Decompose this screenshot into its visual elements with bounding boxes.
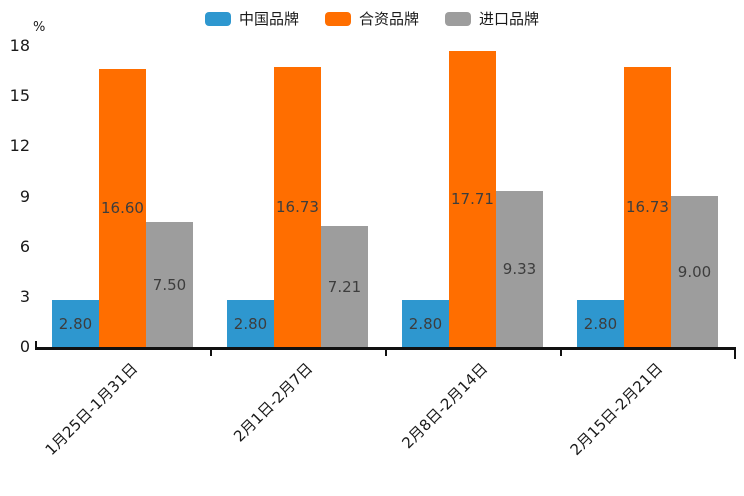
bar-series0-group0: 2.80: [52, 300, 99, 347]
y-tick-label: 12: [9, 136, 30, 156]
x-tick-start: [35, 341, 37, 347]
legend-swatch-icon: [324, 12, 351, 26]
x-category-label: 2月15日-2月21日: [566, 359, 667, 459]
bar-value-label: 16.73: [276, 198, 319, 216]
x-tick-boundary: [385, 350, 387, 356]
y-tick-label: 15: [9, 86, 30, 106]
legend-label: 中国品牌: [238, 10, 299, 28]
y-axis-unit-label: %: [33, 20, 46, 35]
legend-item-2: 进口品牌: [445, 10, 539, 28]
chart-legend: 中国品牌 合资品牌 进口品牌: [0, 10, 744, 28]
bar-value-label: 7.50: [152, 275, 187, 294]
x-category-label: 1月25日-1月31日: [41, 359, 142, 459]
bar-series1-group0: 16.60: [99, 69, 146, 347]
x-tick-boundary: [560, 350, 562, 356]
x-tick-boundary: [210, 350, 212, 356]
bar-value-label: 7.21: [327, 277, 362, 296]
y-tick-label: 6: [19, 236, 30, 256]
bar-value-label: 2.80: [233, 314, 268, 333]
legend-swatch-icon: [445, 12, 471, 26]
bar-series1-group2: 17.71: [449, 51, 496, 347]
bar-value-label: 2.80: [583, 314, 618, 333]
bar-series2-group3: 9.00: [671, 196, 718, 347]
bar-series2-group2: 9.33: [496, 191, 543, 347]
x-category-label: 2月8日-2月14日: [398, 359, 492, 453]
y-tick-label: 0: [19, 337, 30, 356]
bar-value-label: 9.33: [502, 260, 537, 278]
legend-swatch-icon: [204, 12, 231, 26]
legend-item-1: 合资品牌: [324, 10, 419, 28]
x-category-label: 2月1日-2月7日: [230, 359, 317, 446]
legend-item-0: 中国品牌: [204, 10, 299, 28]
legend-label: 合资品牌: [358, 10, 419, 28]
bar-series1-group3: 16.73: [624, 67, 671, 347]
bar-value-label: 2.80: [408, 314, 443, 333]
y-tick-label: 9: [19, 186, 30, 206]
bar-series0-group2: 2.80: [402, 300, 449, 347]
bar-series0-group1: 2.80: [227, 300, 274, 347]
bar-value-label: 16.73: [626, 198, 669, 216]
bar-series2-group1: 7.21: [321, 226, 368, 347]
bar-value-label: 9.00: [677, 262, 712, 281]
x-axis-line: [35, 347, 736, 350]
legend-label: 进口品牌: [479, 10, 540, 28]
x-tick-end: [734, 350, 736, 359]
y-tick-label: 18: [9, 36, 30, 55]
bar-series2-group0: 7.50: [146, 222, 193, 347]
bar-value-label: 17.71: [451, 190, 494, 208]
bar-series1-group1: 16.73: [274, 67, 321, 347]
bar-value-label: 16.60: [101, 199, 144, 217]
bar-series0-group3: 2.80: [577, 300, 624, 347]
y-tick-label: 3: [19, 286, 30, 306]
bar-value-label: 2.80: [58, 314, 93, 333]
